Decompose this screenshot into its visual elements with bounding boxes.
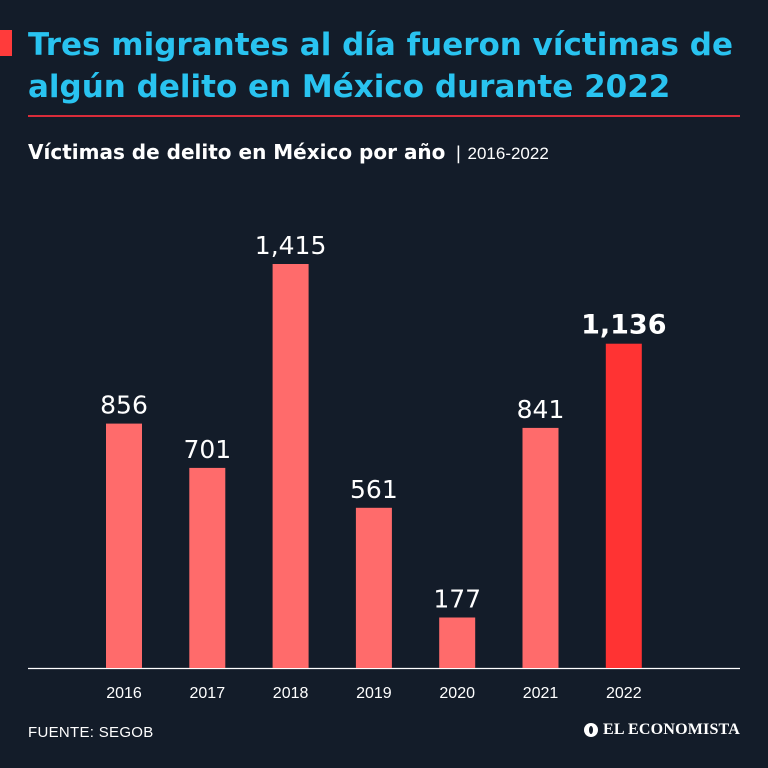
title-divider bbox=[28, 115, 740, 117]
bar-2016 bbox=[106, 423, 142, 668]
chart-subtitle: Víctimas de delito en México por año bbox=[28, 140, 446, 164]
value-label-2018: 1,415 bbox=[255, 231, 327, 260]
bar-2018 bbox=[272, 264, 309, 668]
x-tick-2017: 2017 bbox=[190, 685, 226, 702]
subtitle-row: Víctimas de delito en México por año | 201… bbox=[28, 140, 748, 164]
value-label-2019: 561 bbox=[350, 475, 398, 504]
value-label-2021: 841 bbox=[517, 395, 565, 424]
accent-block bbox=[0, 30, 12, 56]
headline: Tres migrantes al día fueron víctimas de… bbox=[28, 27, 734, 105]
brand-name: EL ECONOMISTA bbox=[603, 721, 740, 738]
subtitle-separator: | bbox=[455, 143, 462, 164]
bar-2022 bbox=[605, 343, 642, 668]
x-tick-2018: 2018 bbox=[273, 685, 309, 702]
source-note: FUENTE: SEGOB bbox=[28, 724, 154, 741]
value-label-2017: 701 bbox=[183, 435, 231, 464]
bar-2021 bbox=[522, 427, 559, 668]
value-label-2016: 856 bbox=[100, 391, 148, 420]
year-range: 2016-2022 bbox=[467, 144, 549, 163]
bar-2020 bbox=[439, 617, 476, 668]
value-label-2020: 177 bbox=[433, 585, 481, 614]
x-tick-2019: 2019 bbox=[356, 685, 392, 702]
bar-2019 bbox=[355, 507, 392, 668]
brand: EL ECONOMISTA bbox=[584, 721, 740, 739]
x-tick-2016: 2016 bbox=[106, 685, 142, 702]
bar-2017 bbox=[189, 467, 226, 668]
x-tick-2022: 2022 bbox=[606, 685, 642, 702]
x-tick-2021: 2021 bbox=[523, 685, 559, 702]
value-label-2022: 1,136 bbox=[581, 310, 666, 341]
x-tick-2020: 2020 bbox=[439, 685, 475, 702]
brand-logo-icon bbox=[584, 723, 598, 737]
